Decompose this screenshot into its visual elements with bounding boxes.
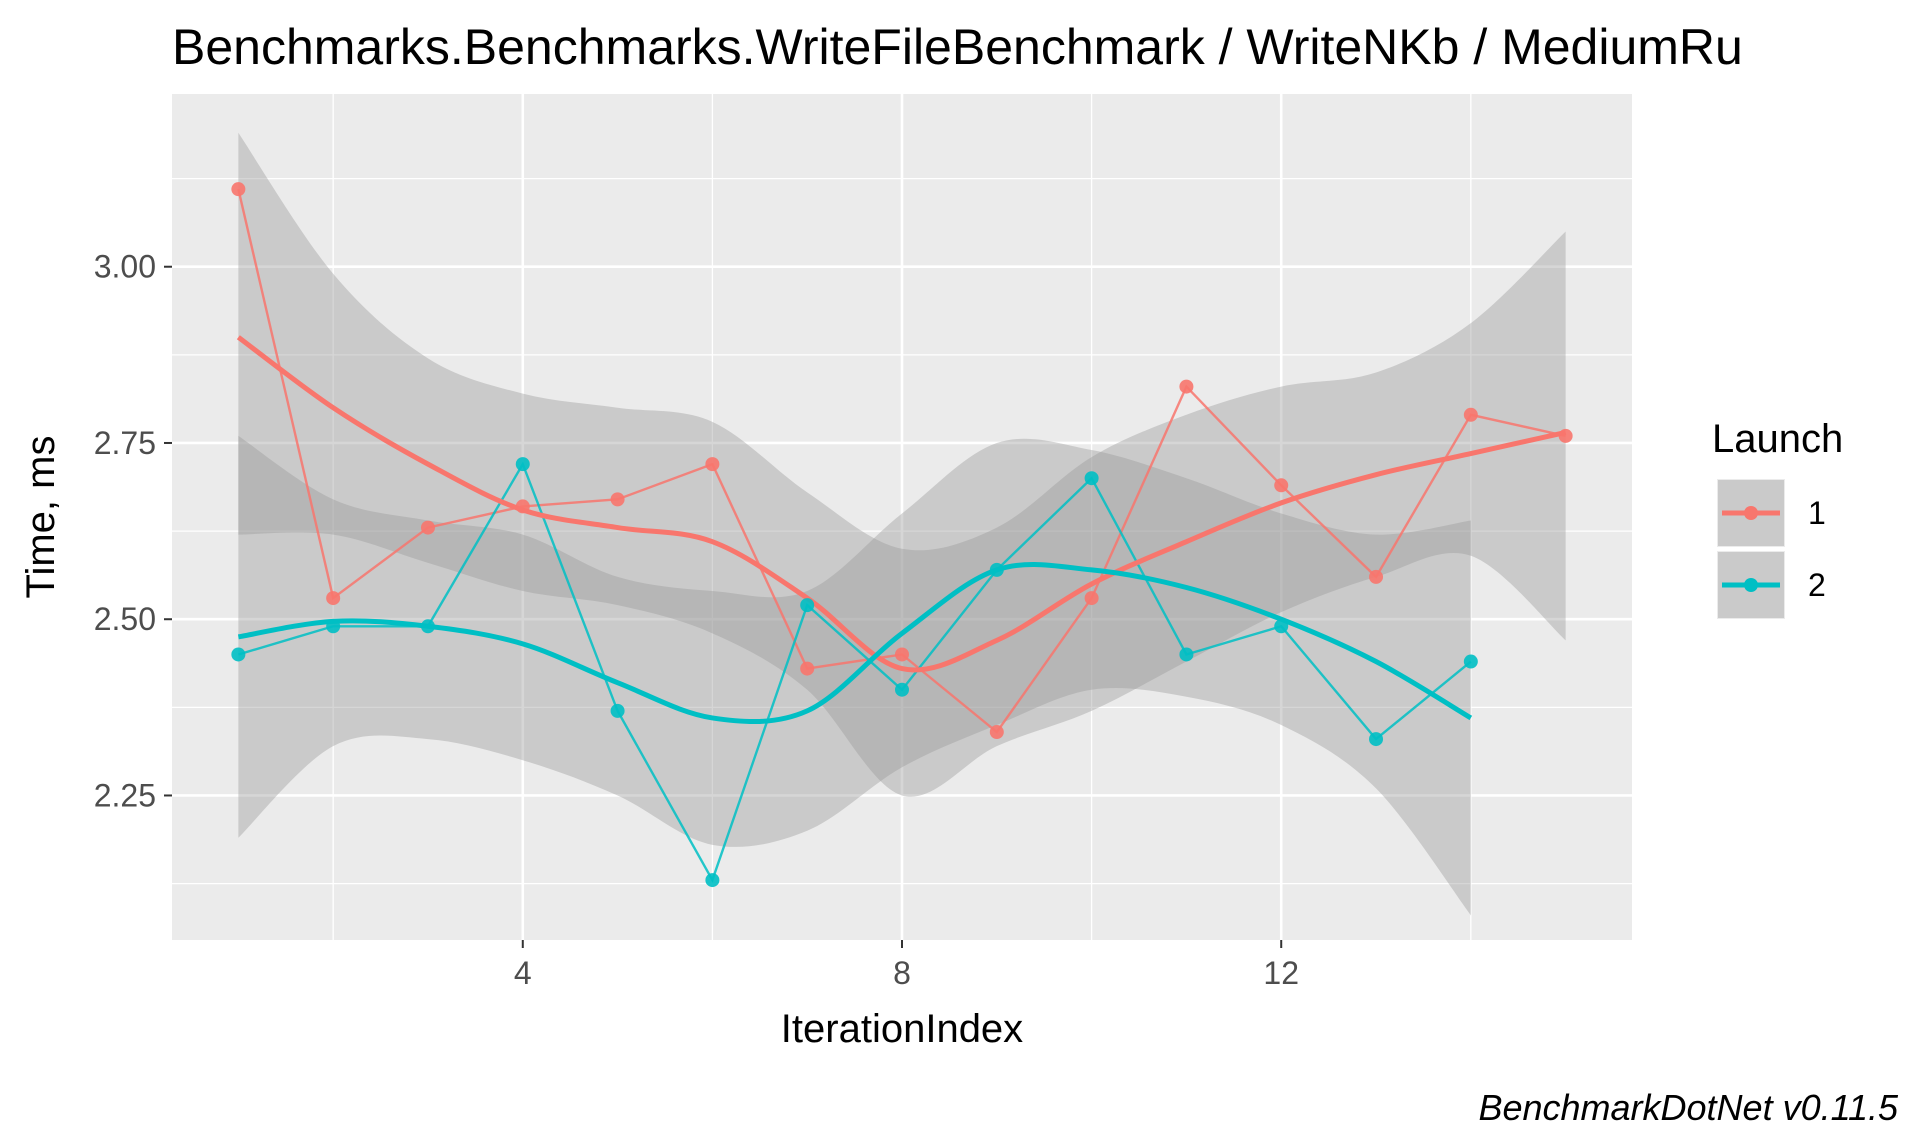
x-tick-label: 12	[1263, 955, 1299, 991]
x-tick-label: 4	[514, 955, 532, 991]
y-tick-label: 2.25	[94, 777, 156, 813]
x-axis-ticks: 4 8 12	[514, 940, 1299, 991]
legend-label-launch-1: 1	[1808, 495, 1826, 531]
data-point-launch-1	[1463, 407, 1478, 422]
data-point-launch-1	[800, 661, 815, 676]
data-point-launch-2	[895, 682, 909, 697]
data-point-launch-1	[1558, 428, 1573, 443]
smooth-series-lines	[236, 335, 1567, 725]
grid-major	[172, 94, 1632, 940]
data-point-launch-2	[989, 562, 1004, 577]
raw-line-launch-2	[238, 461, 1472, 883]
x-axis-title: IterationIndex	[781, 1007, 1023, 1051]
data-point-launch-1	[515, 499, 530, 514]
data-point-launch-1	[895, 647, 909, 662]
data-points	[231, 182, 1573, 888]
y-axis-ticks: 2.25 2.50 2.75 3.00	[94, 249, 172, 813]
legend-key-point	[1744, 578, 1758, 592]
data-point-launch-1	[231, 182, 246, 197]
legend-title: Launch	[1712, 417, 1843, 461]
data-point-launch-1	[1369, 569, 1384, 584]
y-tick-label: 2.50	[94, 601, 156, 637]
data-point-launch-2	[705, 873, 720, 888]
data-point-launch-2	[1179, 647, 1194, 662]
legend: Launch 1 2	[1712, 417, 1843, 621]
legend-key-point	[1744, 506, 1758, 520]
x-tick-label: 8	[893, 955, 911, 991]
data-point-launch-2	[231, 647, 246, 662]
data-point-launch-2	[1369, 732, 1384, 747]
data-point-launch-1	[1179, 379, 1194, 394]
data-point-launch-1	[420, 520, 435, 535]
data-point-launch-2	[1084, 471, 1099, 486]
data-point-launch-2	[610, 703, 625, 718]
data-point-launch-2	[800, 598, 815, 613]
confidence-band-launch-1	[238, 132, 1566, 797]
data-point-launch-1	[326, 591, 341, 606]
data-point-launch-1	[989, 725, 1004, 740]
y-tick-label: 3.00	[94, 249, 156, 285]
caption: BenchmarkDotNet v0.11.5	[1478, 1087, 1899, 1128]
smooth-line-launch-2	[237, 561, 1473, 725]
y-tick-label: 2.75	[94, 425, 156, 461]
data-point-launch-2	[326, 619, 341, 634]
chart-title: Benchmarks.Benchmarks.WriteFileBenchmark…	[172, 19, 1743, 75]
data-point-launch-2	[1463, 654, 1478, 669]
data-point-launch-1	[705, 457, 720, 472]
smooth-line-launch-1	[236, 335, 1567, 673]
data-point-launch-1	[1274, 478, 1289, 493]
data-point-launch-1	[610, 492, 625, 507]
data-point-launch-2	[515, 457, 530, 472]
data-point-launch-1	[1084, 591, 1099, 606]
y-axis-title: Time, ms	[19, 436, 63, 599]
legend-label-launch-2: 2	[1808, 567, 1826, 603]
data-point-launch-2	[1274, 619, 1289, 634]
data-point-launch-2	[420, 619, 435, 634]
